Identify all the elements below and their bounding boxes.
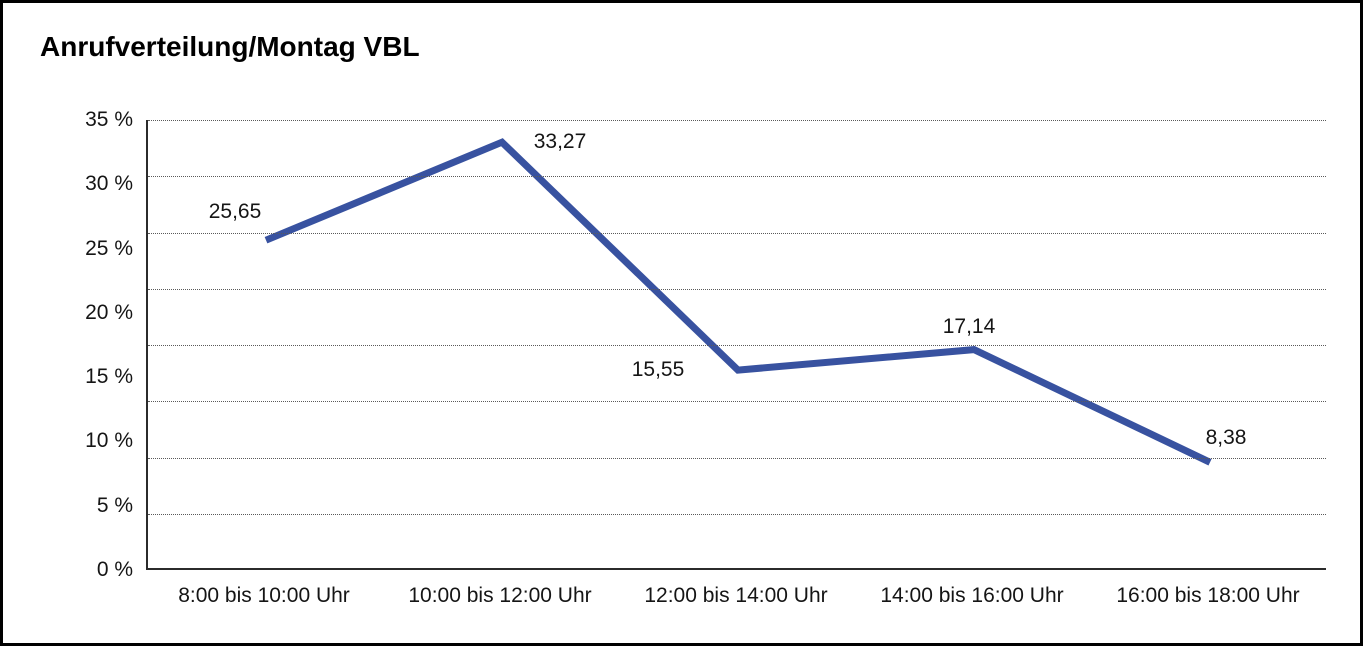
gridline bbox=[148, 513, 1326, 515]
plot-area: 25,65 33,27 15,55 17,14 8,38 bbox=[146, 120, 1326, 570]
gridline bbox=[148, 345, 1326, 346]
gridline bbox=[148, 401, 1326, 403]
y-tick-label: 25 % bbox=[85, 236, 133, 260]
data-point-label: 8,38 bbox=[1205, 426, 1247, 450]
data-line-svg bbox=[264, 138, 1212, 466]
y-tick-label: 10 % bbox=[85, 429, 133, 453]
x-axis-labels: 8:00 bis 10:00 Uhr 10:00 bis 12:00 Uhr 12:… bbox=[146, 584, 1326, 608]
y-tick-label: 0 % bbox=[96, 558, 133, 581]
gridline bbox=[148, 120, 1326, 121]
gridline bbox=[148, 288, 1326, 290]
x-axis-label: 8:00 bis 10:00 Uhr bbox=[178, 584, 350, 607]
y-tick-label: 20 % bbox=[85, 300, 133, 324]
data-point-label: 33,27 bbox=[533, 130, 587, 154]
y-tick-label: 5 % bbox=[96, 493, 133, 517]
x-axis-label: 14:00 bis 16:00 Uhr bbox=[880, 584, 1064, 607]
y-axis: 35 % 30 % 25 % 20 % 15 % 10 % 5 % 0 % bbox=[3, 3, 133, 643]
x-axis-label: 16:00 bis 18:00 Uhr bbox=[1116, 584, 1300, 607]
x-axis-label: 12:00 bis 14:00 Uhr bbox=[644, 584, 828, 607]
gridline bbox=[148, 232, 1326, 234]
gridline bbox=[148, 176, 1326, 178]
y-tick-label: 15 % bbox=[85, 365, 133, 389]
gridline bbox=[148, 457, 1326, 459]
data-line bbox=[264, 138, 1212, 466]
y-tick-label: 30 % bbox=[85, 172, 133, 196]
chart-area: 35 % 30 % 25 % 20 % 15 % 10 % 5 % 0 % 25,65 33,2… bbox=[3, 3, 1360, 643]
chart-title: Anrufverteilung/Montag VBL bbox=[40, 31, 420, 62]
x-axis-label: 10:00 bis 12:00 Uhr bbox=[408, 584, 592, 607]
data-point-label: 15,55 bbox=[631, 358, 685, 382]
data-point-label: 25,65 bbox=[208, 200, 262, 224]
y-tick-label: 35 % bbox=[85, 108, 133, 131]
data-point-label: 17,14 bbox=[942, 314, 996, 338]
